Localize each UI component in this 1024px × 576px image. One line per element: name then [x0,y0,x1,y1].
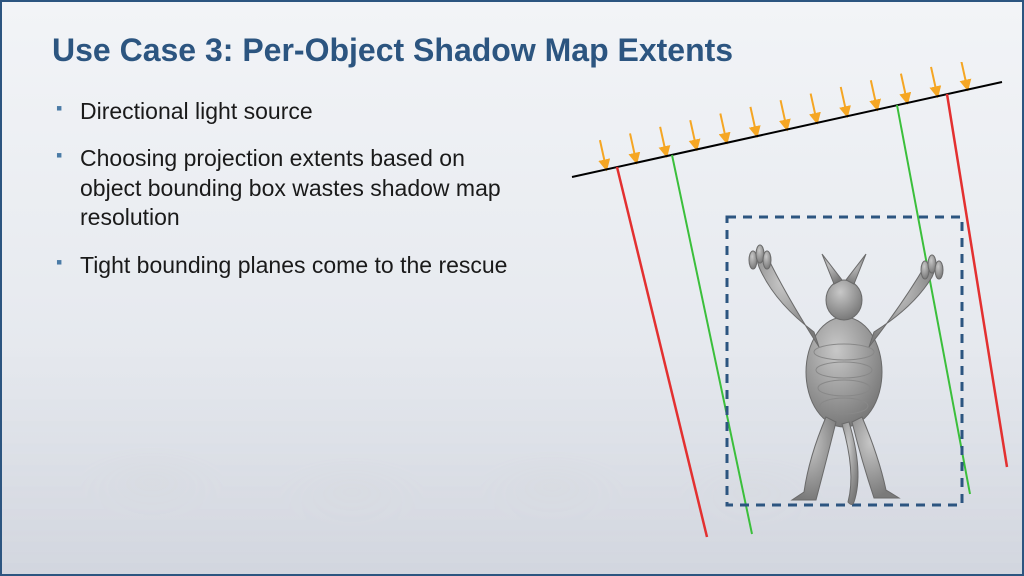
shadow-diagram [502,62,1012,562]
bullet-item: Directional light source [52,97,532,126]
bullet-item: Tight bounding planes come to the rescue [52,251,532,280]
bullet-list: Directional light source Choosing project… [52,97,532,280]
bullet-item: Choosing projection extents based on obj… [52,144,532,232]
